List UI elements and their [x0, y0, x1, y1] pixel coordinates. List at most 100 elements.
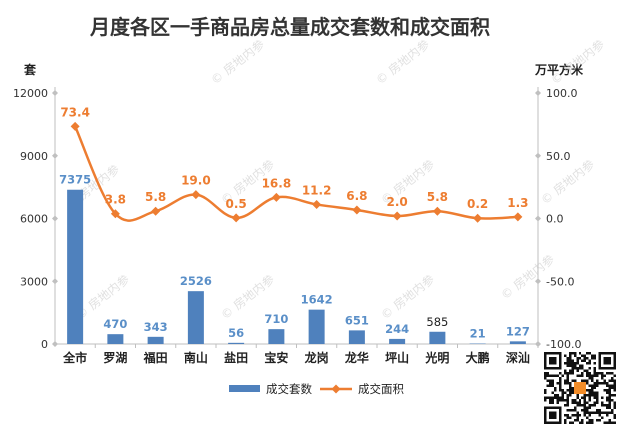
qr-module [601, 374, 604, 377]
qr-module [578, 401, 582, 405]
qr-module [613, 404, 616, 407]
qr-module [568, 352, 572, 355]
qr-module [586, 356, 589, 360]
x-tick-label: 坪山 [385, 350, 409, 365]
qr-module [551, 379, 554, 382]
qr-module [613, 416, 616, 420]
qr-module [581, 419, 584, 422]
qr-finder-core [603, 356, 612, 365]
qr-module [603, 381, 607, 385]
line-point [110, 209, 120, 219]
qr-module [603, 379, 607, 382]
qr-module [613, 414, 616, 417]
qr-module [556, 399, 559, 402]
qr-module [556, 401, 559, 405]
qr-module [593, 361, 597, 365]
qr-module [608, 421, 612, 424]
qr-module [613, 381, 616, 385]
qr-module [568, 354, 572, 357]
x-tick-label: 深汕 [506, 350, 530, 365]
y-left-tick-label: 3000 [20, 275, 48, 288]
qr-module [578, 374, 582, 377]
y-right-tick-label: -100.0 [546, 338, 581, 351]
qr-module [578, 352, 582, 355]
qr-module [588, 389, 592, 392]
y-right-tick-label: 0.0 [546, 213, 564, 226]
qr-module [576, 359, 579, 362]
legend: 成交套数 成交面积 [229, 382, 404, 396]
qr-module [613, 421, 616, 424]
line-point [392, 211, 402, 221]
qr-module [586, 361, 589, 365]
qr-module [573, 379, 577, 382]
qr-module [603, 374, 607, 377]
qr-module [576, 419, 579, 422]
qr-module [546, 371, 549, 375]
qr-module [581, 374, 584, 377]
qr-module [598, 411, 602, 415]
qr-module [568, 369, 572, 372]
qr-module [606, 414, 609, 417]
qr-module [608, 411, 612, 415]
qr-module [613, 394, 616, 397]
qr-module [583, 414, 587, 417]
bar [509, 341, 526, 344]
line-value-label: 5.8 [427, 190, 448, 204]
qr-module [553, 396, 557, 400]
qr-module [611, 371, 614, 375]
qr-module [553, 374, 557, 377]
qr-module [558, 376, 562, 380]
qr-module [548, 384, 552, 387]
bar [389, 338, 406, 344]
qr-module [611, 379, 614, 382]
qr-module [596, 374, 599, 377]
qr-module [581, 409, 584, 412]
qr-module [608, 401, 612, 405]
qr-module [586, 409, 589, 412]
qr-module [568, 421, 572, 424]
qr-module [571, 379, 574, 382]
qr-module [568, 359, 572, 362]
legend-label-line: 成交面积 [358, 382, 404, 396]
line-point [432, 206, 442, 216]
qr-module [544, 374, 547, 377]
line-value-label: 6.8 [346, 189, 367, 203]
watermark-text: © 房地内参 [208, 36, 268, 87]
legend-bar-swatch [229, 385, 260, 392]
qr-module [606, 404, 609, 407]
qr-module [568, 409, 572, 412]
qr-module [568, 371, 572, 375]
qr-module [583, 359, 587, 362]
bar-value-label: 1642 [301, 293, 333, 307]
qr-module [586, 394, 589, 397]
qr-module [588, 421, 592, 424]
qr-module [573, 399, 577, 402]
qr-module [586, 411, 589, 415]
qr-module [593, 366, 597, 370]
qr-module [571, 352, 574, 355]
qr-module [613, 406, 616, 410]
qr-module [563, 421, 567, 424]
bar [187, 291, 204, 344]
qr-module [586, 401, 589, 405]
qr-module [603, 411, 607, 415]
qr-module [566, 364, 569, 367]
qr-module [573, 419, 577, 422]
qr-module [593, 369, 597, 372]
qr-module [593, 404, 597, 407]
qr-module [571, 401, 574, 405]
qr-module [583, 411, 587, 415]
qr-module [613, 389, 616, 392]
qr-module [563, 404, 567, 407]
bar-value-label: 651 [345, 313, 369, 327]
y-left-tick-marker [52, 90, 58, 96]
qr-module [563, 381, 567, 385]
qr-module [571, 389, 574, 392]
qr-module [593, 356, 597, 360]
qr-module [586, 416, 589, 420]
y-right-tick-marker [535, 90, 541, 96]
qr-module [593, 381, 597, 385]
qr-module [571, 409, 574, 412]
qr-module [608, 399, 612, 402]
qr-module [578, 414, 582, 417]
